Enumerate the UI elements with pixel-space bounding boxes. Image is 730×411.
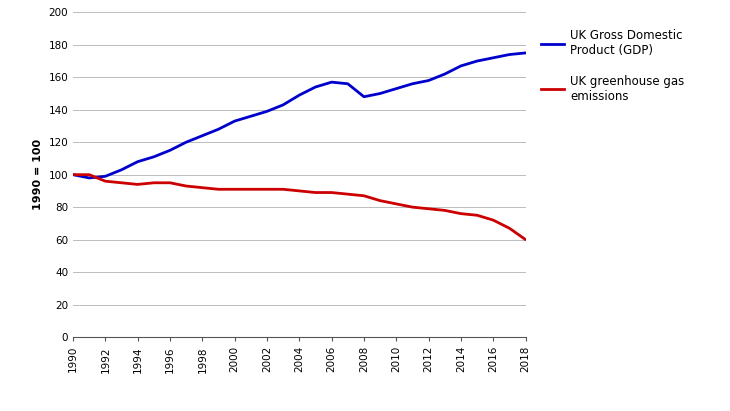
- Legend: UK Gross Domestic
Product (GDP), UK greenhouse gas
emissions: UK Gross Domestic Product (GDP), UK gree…: [536, 25, 689, 108]
- Y-axis label: 1990 = 100: 1990 = 100: [33, 139, 43, 210]
